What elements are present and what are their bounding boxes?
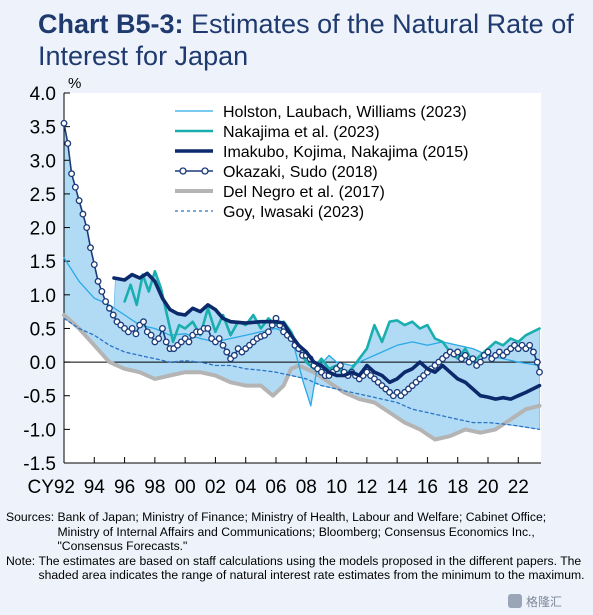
series-point-okazaki [461,351,469,359]
series-point-okazaki [105,304,113,312]
series-line-holston [63,257,541,407]
series-point-okazaki [98,288,106,295]
series-point-okazaki [140,318,147,326]
series-point-okazaki [155,335,163,342]
series-point-okazaki [185,338,193,346]
series-point-okazaki [102,298,110,305]
y-tick-label: 0.0 [30,353,56,374]
page-title: Chart B5-3: Estimates of the Natural Rat… [38,8,583,72]
series-point-okazaki [454,348,462,356]
x-tick-label: 06 [265,477,286,498]
x-tick-label: 00 [175,477,196,498]
y-tick-label: -0.5 [23,387,56,408]
series-point-okazaki [71,183,79,191]
title-rest: Estimates of the Natural Rate of Interes… [38,9,574,71]
note-label: Note: [6,553,39,568]
series-point-okazaki [60,119,68,127]
x-tick-label: 12 [356,477,377,498]
series-point-okazaki [83,224,91,231]
method-note: Note: The estimates are based on staff c… [6,554,586,583]
x-tick-label: 22 [508,477,529,498]
x-tick-label: 08 [296,477,317,498]
x-tick-label: CY92 [27,477,75,498]
series-point-okazaki [223,348,231,356]
y-tick-label: 3.0 [30,151,56,172]
x-tick-label: 14 [387,477,409,498]
series-point-okazaki [158,325,166,332]
legend-label-holston: Holston, Laubach, Williams (2023) [223,104,467,121]
x-tick-label: 02 [205,477,226,498]
legend-label-okazaki: Okazaki, Sudo (2018) [223,164,378,181]
series-point-okazaki [162,338,170,346]
y-tick-label: 2.0 [30,219,56,240]
legend-label-imakubo: Imakubo, Kojima, Nakajima (2015) [223,144,468,161]
series-point-okazaki [230,351,238,359]
series-point-okazaki [529,348,537,356]
series-line-imakubo [112,271,542,401]
series-point-okazaki [526,341,534,349]
series-point-okazaki [469,355,477,363]
series-point-okazaki [484,348,492,356]
legend-label-goy: Goy, Iwasaki (2023) [223,204,364,221]
series-point-okazaki [109,311,117,319]
series-line-delnegro [62,313,542,442]
y-tick-label: -1.5 [23,454,56,475]
series-point-okazaki [90,261,98,268]
chart-axes: 4.0 3.5 3.0 2.5 2.0 1.5 1.0 0.5 0.0 -0.5 -1.0 -1.5%… [23,75,541,498]
series-line-nakajima [123,270,541,377]
natural-rate-chart: 4.0 3.5 3.0 2.5 2.0 1.5 1.0 0.5 0.0 -0.5 -1.0 -1.5%… [23,75,543,498]
y-tick-label: 1.5 [30,252,56,273]
note-text: The estimates are based on staff calcula… [38,553,585,583]
chart-legend: Holston, Laubach, Williams (2023) Nakajim… [175,104,468,221]
series-point-okazaki [204,325,212,332]
series-point-okazaki [147,331,155,339]
legend-marker-okazaki [201,167,209,175]
watermark-icon [508,594,522,608]
legend-label-delnegro: Del Negro et al. (2017) [223,184,385,201]
x-tick-label: 10 [326,477,347,498]
series-point-okazaki [533,358,541,366]
y-tick-label: 2.5 [30,185,56,206]
y-tick-label: 4.0 [30,84,56,105]
series-point-okazaki [87,244,94,252]
legend-label-nakajima: Nakajima et al. (2023) [223,124,380,141]
series-point-okazaki [536,368,543,376]
x-tick-label: 96 [114,477,135,498]
y-tick-label: 1.0 [30,286,56,307]
watermark-logo: 格隆汇 [508,592,588,610]
series-point-okazaki [68,170,76,178]
title-bold: Chart B5-3: [38,9,184,39]
legend-marker-okazaki [179,167,187,175]
series-point-okazaki [336,362,344,369]
series-point-okazaki [75,197,83,205]
series-point-okazaki [215,335,223,342]
watermark-text: 格隆汇 [526,594,563,609]
x-tick-label: 94 [84,477,106,498]
sources-note: Sources: Bank of Japan; Ministry of Fina… [6,510,586,554]
series-point-okazaki [132,330,140,338]
series-point-okazaki [476,358,484,366]
x-tick-label: 18 [447,477,468,498]
x-tick-label: 04 [235,477,257,498]
x-tick-label: 20 [477,477,498,498]
series-line-goy [63,317,541,431]
chart-notes: Sources: Bank of Japan; Ministry of Fina… [6,510,586,583]
series-point-okazaki [128,325,136,332]
series-point-okazaki [64,140,72,147]
series-point-okazaki [94,277,102,285]
y-tick-label: 0.5 [30,319,56,340]
series-point-okazaki [79,210,87,218]
x-tick-label: 98 [144,477,165,498]
series-point-okazaki [264,328,272,336]
sources-label: Sources: [6,510,58,524]
x-tick-label: 16 [417,477,438,498]
y-tick-label: 3.5 [30,118,56,139]
y-tick-label: -1.0 [23,420,56,441]
sources-text: Bank of Japan; Ministry of Finance; Mini… [57,510,547,554]
chart-series [60,119,543,442]
y-axis-unit-label: % [68,75,81,92]
series-point-okazaki [219,341,227,349]
